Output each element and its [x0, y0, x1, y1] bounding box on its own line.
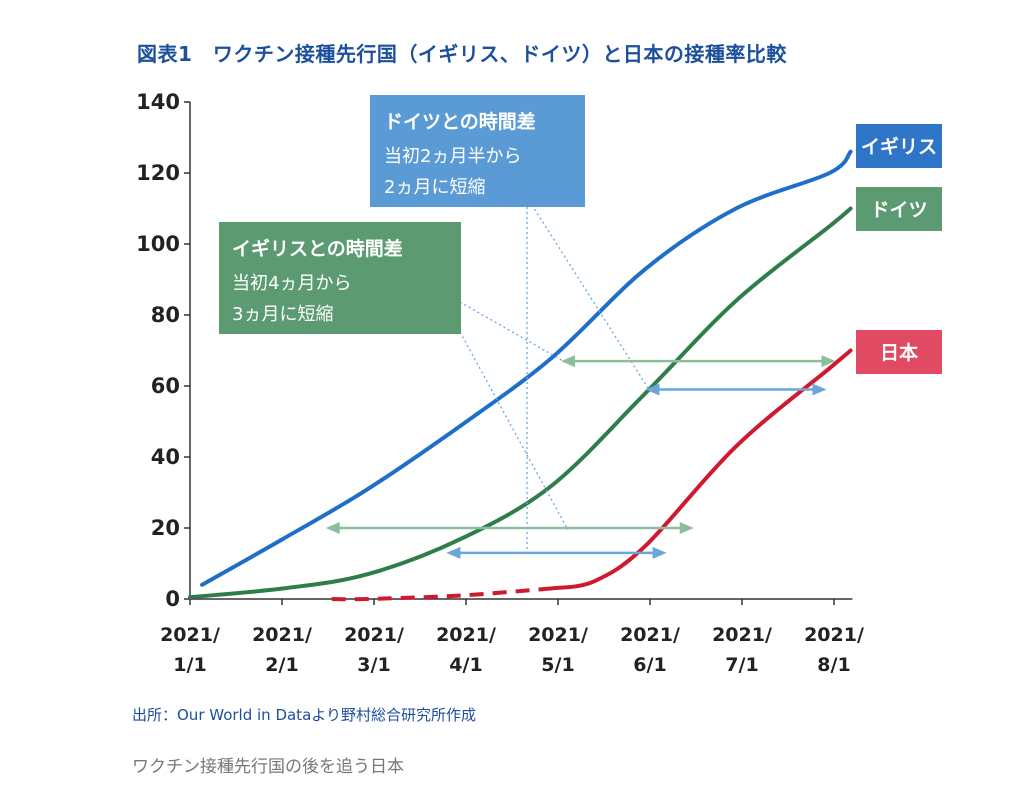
gap-arrow-head-left: [325, 522, 340, 534]
series-germany-line: [188, 206, 853, 600]
gap-arrows: [325, 355, 836, 559]
uk-gap-heading: イギリスとの時間差: [232, 237, 403, 260]
legend-tag-germany: [856, 187, 942, 231]
x-tick-label-year: 2021/: [528, 624, 588, 646]
x-tick-label-year: 2021/: [160, 624, 220, 646]
y-tick-label: 140: [136, 90, 180, 114]
x-tick-label-year: 2021/: [436, 624, 496, 646]
y-tick-label: 20: [151, 516, 180, 540]
gap-arrow-head-right: [652, 546, 667, 559]
x-tick-label-year: 2021/: [344, 624, 404, 646]
line-chart: 0 20 40 60 80 100 120 140 2021/1/1 2021/2/1 2021/3…: [136, 90, 942, 676]
uk-gap-box: [219, 222, 461, 334]
guide-uk-high: [459, 301, 566, 363]
axes: 0 20 40 60 80 100 120 140 2021/1/1 2021/2/1 2021/3…: [136, 90, 864, 676]
x-tick-label-date: 6/1: [633, 654, 666, 676]
source-note: 出所：Our World in Dataより野村総合研究所作成: [132, 706, 476, 724]
gap-arrow-head-right: [679, 522, 694, 534]
x-tick-label-date: 3/1: [357, 654, 390, 676]
image-caption: ワクチン接種先行国の後を追う日本: [132, 757, 404, 777]
x-tick-label-year: 2021/: [620, 624, 680, 646]
uk-gap-line2: 3ヵ月に短縮: [232, 304, 333, 325]
legend-label-uk: イギリス: [861, 136, 937, 158]
legend-label-japan: 日本: [880, 341, 918, 364]
y-tick-label: 0: [165, 587, 180, 611]
germany-gap-line1: 当初2ヵ月半から: [384, 146, 521, 167]
gap-arrow-head-right: [821, 355, 836, 368]
x-tick-label-date: 5/1: [541, 654, 574, 676]
series-uk-line: [200, 149, 853, 587]
series-japan-dashed: [331, 586, 553, 602]
germany-gap-box: [370, 95, 585, 207]
gap-arrow-head-left: [561, 355, 576, 368]
chart-title: 図表1 ワクチン接種先行国（イギリス、ドイツ）と日本の接種率比較: [137, 42, 787, 66]
gap-arrow-head-left: [446, 546, 461, 559]
x-tick-label-date: 1/1: [173, 654, 206, 676]
y-tick-label: 120: [136, 161, 180, 185]
germany-gap-line2: 2ヵ月に短縮: [384, 177, 485, 198]
x-tick-label-year: 2021/: [804, 624, 864, 646]
y-tick-label: 100: [136, 232, 180, 256]
x-tick-label-date: 7/1: [725, 654, 758, 676]
x-tick-label-date: 4/1: [449, 654, 482, 676]
legend-tag-uk: [856, 124, 942, 168]
series-lines: [188, 149, 853, 602]
guide-uk-low: [459, 331, 569, 531]
legend-label-germany: ドイツ: [870, 199, 927, 221]
x-tick-label-year: 2021/: [712, 624, 772, 646]
uk-gap-line1: 当初4ヵ月から: [232, 273, 351, 294]
legend-tag-japan: [856, 330, 942, 374]
gap-arrow-head-right: [812, 383, 827, 396]
guide-germany: [531, 204, 649, 389]
x-tick-label-year: 2021/: [252, 624, 312, 646]
annotation-guides: [459, 204, 649, 554]
series-japan-line: [549, 348, 853, 591]
germany-gap-heading: ドイツとの時間差: [384, 110, 536, 133]
gap-arrow-head-left: [645, 383, 660, 396]
y-tick-label: 80: [151, 303, 180, 327]
x-tick-label-date: 8/1: [817, 654, 850, 676]
y-tick-label: 40: [151, 445, 180, 469]
x-tick-label-date: 2/1: [265, 654, 298, 676]
y-tick-label: 60: [151, 374, 180, 398]
